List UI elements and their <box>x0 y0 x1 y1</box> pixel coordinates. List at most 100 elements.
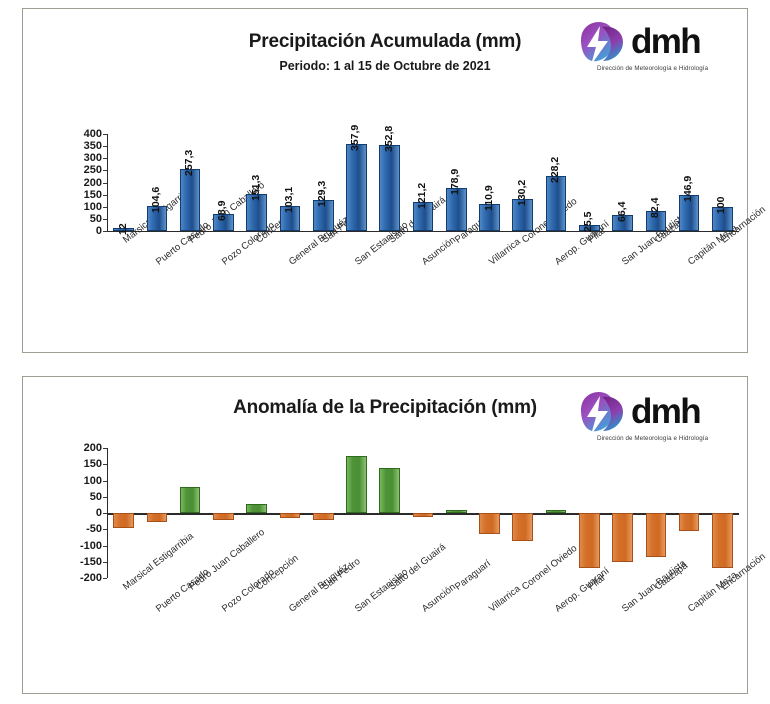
bar <box>612 513 633 562</box>
y-axis-tick-mark <box>103 218 107 220</box>
bar-value-label: 257,3 <box>183 149 196 176</box>
bar <box>379 145 401 231</box>
bar <box>645 211 667 231</box>
bar-value-label: 352,8 <box>382 126 395 153</box>
x-axis-category-label: Asunción <box>420 234 458 268</box>
y-axis-tick-label: 50 <box>89 490 102 503</box>
bar <box>445 510 467 513</box>
y-axis-tick-label: 250 <box>83 164 102 177</box>
bar <box>579 513 600 569</box>
bar <box>113 513 134 528</box>
bar <box>179 168 201 231</box>
bar <box>146 513 168 522</box>
y-axis-tick-mark <box>103 578 107 579</box>
y-axis-tick-mark <box>103 496 107 498</box>
bar <box>612 214 633 231</box>
y-axis-tick-label: 150 <box>83 188 102 201</box>
anomaly-chart-panel: Anomalía de la Precipitación (mm) <box>22 376 768 695</box>
y-axis-tick-label: -50 <box>86 523 102 536</box>
y-axis-tick-mark <box>103 561 107 563</box>
bar <box>146 205 168 231</box>
x-axis-category-label: Salto del Guairá <box>386 541 448 593</box>
bar <box>179 487 201 513</box>
bar <box>712 206 733 231</box>
bar <box>246 194 267 231</box>
bar <box>512 199 534 231</box>
y-axis-tick-label: 100 <box>83 200 102 213</box>
y-axis-tick-mark <box>103 182 107 184</box>
bar <box>213 214 234 231</box>
precipitation-plot-area: 0 50 100 150 200 250 300 350 400 12 Marsical Esti… <box>23 9 769 354</box>
anomaly-plot-area: -200 -150 -100 -50 0 50 100 150 200 Marsical Est… <box>23 377 768 695</box>
anomaly-bars: Marsical Estigarribia Puerto Casado Pedro … <box>23 377 768 695</box>
x-axis-category-label: Villarrica <box>486 583 523 615</box>
bar-value-label: 110,9 <box>482 185 495 212</box>
bar <box>479 204 500 231</box>
y-axis-tick-mark <box>103 448 107 449</box>
bar-value-label: 103,1 <box>282 186 295 213</box>
y-axis-tick-mark <box>103 158 107 160</box>
bar <box>545 509 567 513</box>
dmh-logo-tagline: Dirección de Meteorología e Hidrología <box>597 435 709 442</box>
y-axis-tick-mark <box>103 134 107 135</box>
y-axis-tick-label: 150 <box>83 458 102 471</box>
bar <box>312 513 334 520</box>
y-axis-tick-mark <box>103 206 107 208</box>
bar-value-label: 121,2 <box>416 182 428 209</box>
precipitation-chart-panel: Precipitación Acumulada (mm) Periodo: 1 … <box>22 8 769 354</box>
y-axis-tick-mark <box>103 464 107 466</box>
x-axis-baseline <box>107 231 739 232</box>
bar <box>346 144 367 231</box>
bar-value-label: 178,9 <box>449 168 462 195</box>
bar-value-label: 146,9 <box>682 176 695 203</box>
y-axis-tick-mark <box>103 480 107 482</box>
y-axis-tick-mark <box>103 529 107 531</box>
y-axis-tick-label: 0 <box>95 225 102 237</box>
y-axis-tick-mark <box>103 194 107 196</box>
bar <box>445 187 467 231</box>
bar-value-label: 130,2 <box>515 180 528 207</box>
y-axis-tick-mark <box>103 545 107 547</box>
x-axis-category-label: Coronel Oviedo <box>519 542 580 593</box>
y-axis-tick-label: 0 <box>95 507 102 519</box>
bar <box>213 513 234 521</box>
bar-value-label: 68,9 <box>216 200 229 222</box>
bar <box>412 513 434 518</box>
bar-value-label: 357,9 <box>349 124 362 152</box>
precipitation-bars: 12 Marsical Estigarribia 104,6 Puerto Casad… <box>23 9 768 354</box>
y-axis-tick-mark <box>103 146 107 148</box>
bar-value-label: 104,6 <box>149 186 162 213</box>
bar <box>512 513 534 541</box>
y-axis-tick-label: 200 <box>83 442 102 454</box>
x-axis-category-label: Villarrica <box>486 236 523 268</box>
bar <box>412 201 434 231</box>
y-axis-tick-label: 200 <box>83 176 102 189</box>
bar <box>545 175 567 231</box>
bar <box>312 199 334 231</box>
bar-value-label: 129,3 <box>316 180 329 207</box>
bar <box>379 468 401 513</box>
y-axis-tick-label: 300 <box>83 152 102 165</box>
dmh-logo-wordmark: dmh <box>631 392 702 431</box>
bar <box>279 205 301 231</box>
x-axis-category-label: Aerop. Guaraní <box>553 565 612 615</box>
bar-value-label: 151,3 <box>249 175 262 202</box>
x-axis-category-label: Asunción <box>420 581 458 615</box>
bar <box>279 513 301 518</box>
bar <box>346 456 367 513</box>
bar <box>246 504 267 513</box>
bar-value-label: 228,2 <box>549 156 562 183</box>
bar <box>113 228 134 231</box>
y-axis-tick-label: 350 <box>83 140 102 153</box>
bar <box>712 513 733 568</box>
bar <box>678 195 700 231</box>
y-axis-tick-label: -100 <box>79 539 102 552</box>
bar-value-label: 25,5 <box>582 211 595 232</box>
precipitation-y-axis: 0 50 100 150 200 250 300 350 400 <box>23 9 749 354</box>
dmh-logo: dmh Dirección de Meteorología e Hidrolog… <box>575 21 733 77</box>
bar <box>678 513 700 531</box>
y-axis-tick-label: 400 <box>83 128 102 140</box>
y-axis-tick-label: 100 <box>83 474 102 487</box>
bar <box>579 224 600 231</box>
dmh-logo: dmh Dirección de Meteorología e Hidrolog… <box>575 391 733 447</box>
